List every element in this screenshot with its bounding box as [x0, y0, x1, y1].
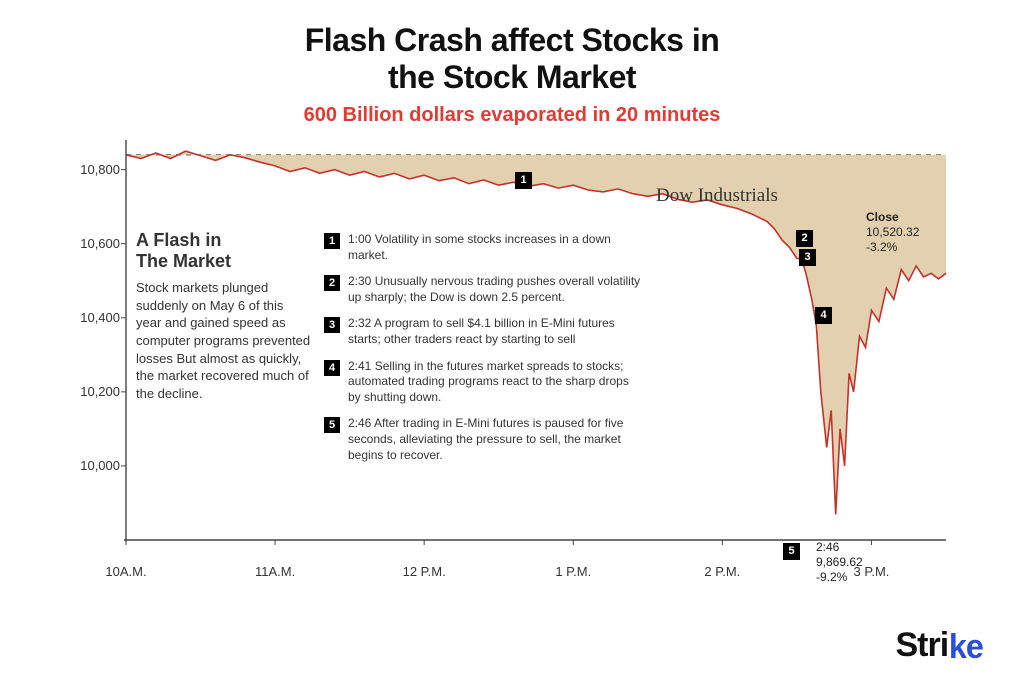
- x-tick-label: 2 P.M.: [687, 564, 757, 579]
- brand-logo: Strike: [895, 626, 984, 665]
- event-text: 2:41 Selling in the futures market sprea…: [348, 359, 644, 406]
- event-text: 1:00 Volatility in some stocks increases…: [348, 232, 644, 263]
- title-line-1: Flash Crash affect Stocks in: [305, 22, 720, 58]
- subtitle: 600 Billion dollars evaporated in 20 min…: [0, 104, 1024, 127]
- side-heading-1: A Flash in: [136, 230, 221, 250]
- chart-marker-2: 2: [796, 230, 813, 247]
- event-text: 2:46 After trading in E-Mini futures is …: [348, 416, 644, 463]
- y-tick-label: 10,800: [66, 162, 120, 177]
- event-text: 2:30 Unusually nervous trading pushes ov…: [348, 274, 644, 305]
- x-tick-label: 3 P.M.: [836, 564, 906, 579]
- chart-marker-4: 4: [815, 307, 832, 324]
- chart-marker-3: 3: [799, 249, 816, 266]
- y-tick-label: 10,400: [66, 310, 120, 325]
- event-list: 1 1:00 Volatility in some stocks increase…: [324, 232, 644, 474]
- event-number: 4: [324, 360, 340, 376]
- event-number: 5: [324, 417, 340, 433]
- event-number: 1: [324, 233, 340, 249]
- event-item: 5 2:46 After trading in E-Mini futures is…: [324, 416, 644, 463]
- series-label: Dow Industrials: [656, 185, 778, 207]
- event-item: 1 1:00 Volatility in some stocks increase…: [324, 232, 644, 263]
- y-tick-label: 10,600: [66, 236, 120, 251]
- close-pct: -3.2%: [866, 240, 919, 255]
- y-tick-label: 10,200: [66, 384, 120, 399]
- low-time: 2:46: [816, 540, 863, 555]
- x-tick-label: 10A.M.: [91, 564, 161, 579]
- x-tick-label: 1 P.M.: [538, 564, 608, 579]
- y-tick-label: 10,000: [66, 458, 120, 473]
- event-item: 2 2:30 Unusually nervous trading pushes o…: [324, 274, 644, 305]
- close-block: Close 10,520.32 -3.2%: [866, 210, 919, 255]
- logo-accent: ke: [949, 628, 983, 667]
- event-item: 4 2:41 Selling in the futures market spre…: [324, 359, 644, 406]
- sidebar-paragraph: A Flash in The Market Stock markets plun…: [136, 230, 311, 402]
- logo-part-a: Stri: [895, 626, 948, 664]
- x-tick-label: 11A.M.: [240, 564, 310, 579]
- title-line-2: the Stock Market: [388, 59, 636, 95]
- event-item: 3 2:32 A program to sell $4.1 billion in …: [324, 316, 644, 347]
- chart-marker-1: 1: [515, 172, 532, 189]
- chart-marker-5: 5: [783, 543, 800, 560]
- x-tick-label: 12 P.M.: [389, 564, 459, 579]
- event-number: 2: [324, 275, 340, 291]
- chart-area: A Flash in The Market Stock markets plun…: [86, 140, 966, 560]
- close-header: Close: [866, 210, 919, 225]
- close-value: 10,520.32: [866, 225, 919, 240]
- event-text: 2:32 A program to sell $4.1 billion in E…: [348, 316, 644, 347]
- side-heading-2: The Market: [136, 251, 231, 271]
- event-number: 3: [324, 317, 340, 333]
- side-body: Stock markets plunged suddenly on May 6 …: [136, 279, 311, 402]
- page-title: Flash Crash affect Stocks in the Stock M…: [0, 0, 1024, 96]
